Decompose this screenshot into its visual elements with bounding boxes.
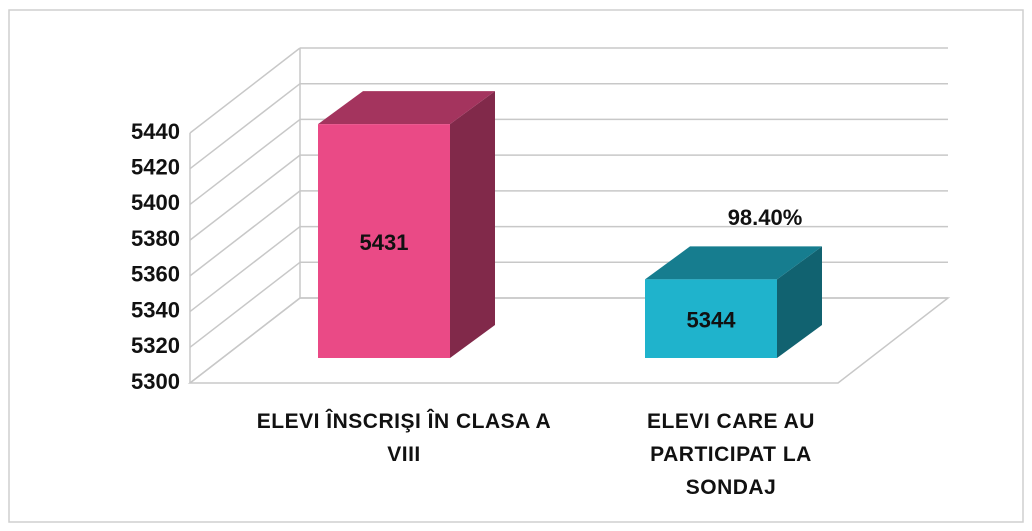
bar-top <box>645 246 822 280</box>
grid-line <box>189 297 301 384</box>
annotation: 98.40% <box>728 205 803 230</box>
bar-front <box>318 124 450 358</box>
grid-line <box>189 190 301 277</box>
bar-side <box>450 91 495 359</box>
y-tick-label: 5340 <box>131 297 180 322</box>
bar <box>318 91 495 359</box>
grid-line <box>189 225 301 313</box>
y-tick-label: 5440 <box>131 119 180 144</box>
bar-side <box>777 246 822 358</box>
y-tick-label: 5360 <box>131 262 180 287</box>
frame <box>8 9 1024 523</box>
bar <box>645 246 822 358</box>
x-tick-label: ELEVI ÎNSCRIŞI ÎN CLASA A VIII <box>256 410 552 466</box>
x-tick-label: ELEVI CARE AU PARTICIPAT LA SONDAJ <box>647 410 815 499</box>
floor <box>187 297 951 384</box>
grid-line <box>189 261 301 348</box>
y-tick-label: 5420 <box>131 155 180 180</box>
bar-front <box>645 279 777 358</box>
y-tick-label: 5400 <box>131 190 180 215</box>
grid-line <box>189 118 301 206</box>
y-tick-label: 5320 <box>131 333 180 358</box>
bar-top <box>318 91 495 125</box>
y-tick-label: 5300 <box>131 369 180 394</box>
y-tick-label: 5380 <box>131 226 180 251</box>
grid-line <box>189 83 301 170</box>
value-label: 5431 <box>360 230 409 255</box>
grid-line <box>189 154 301 241</box>
value-label: 5344 <box>687 308 737 333</box>
grid-line <box>189 47 301 134</box>
